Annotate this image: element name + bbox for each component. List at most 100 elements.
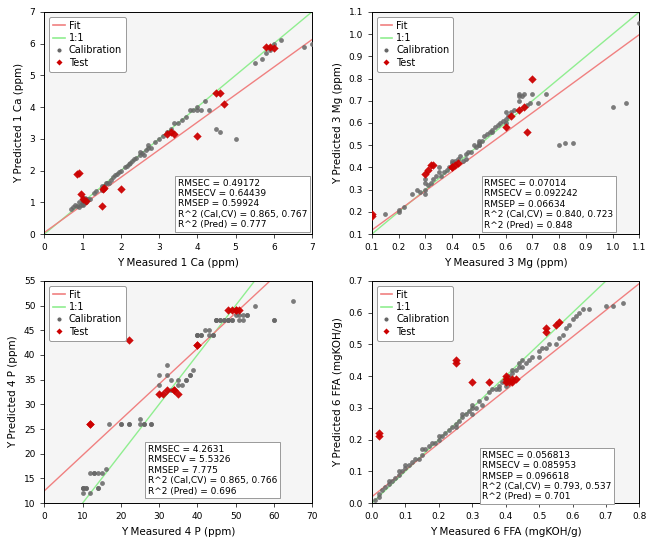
- Point: [500, 107, 511, 116]
- Point: [534, 346, 544, 355]
- Point: [69, 201, 80, 210]
- Point: [231, 311, 241, 320]
- Point: [394, 470, 404, 479]
- Point: [571, 311, 581, 320]
- Point: [215, 88, 225, 97]
- X-axis label: Y Measured 1 Ca (ppm): Y Measured 1 Ca (ppm): [117, 258, 239, 268]
- Point: [269, 316, 279, 325]
- Point: [215, 316, 225, 325]
- Point: [431, 172, 441, 180]
- Point: [407, 190, 417, 198]
- Point: [234, 311, 244, 320]
- Point: [367, 210, 377, 219]
- Point: [540, 343, 551, 352]
- Point: [261, 49, 271, 57]
- Point: [468, 141, 479, 149]
- Point: [510, 375, 521, 384]
- Point: [447, 163, 457, 172]
- Point: [454, 416, 464, 425]
- Point: [169, 385, 179, 394]
- Point: [383, 476, 394, 485]
- Point: [474, 138, 484, 147]
- Point: [77, 489, 88, 498]
- Point: [527, 74, 538, 83]
- Point: [196, 331, 206, 340]
- Point: [89, 469, 100, 478]
- Point: [514, 362, 524, 371]
- Point: [154, 390, 164, 399]
- Point: [123, 160, 134, 168]
- Point: [85, 469, 96, 478]
- Point: [81, 195, 92, 203]
- Point: [215, 316, 225, 325]
- Point: [169, 385, 179, 394]
- Point: [238, 311, 248, 320]
- Point: [185, 371, 195, 379]
- Point: [137, 149, 147, 158]
- Point: [426, 179, 436, 187]
- Point: [211, 316, 221, 325]
- Point: [434, 432, 444, 441]
- Point: [250, 301, 260, 310]
- Point: [467, 378, 477, 387]
- Point: [400, 464, 411, 473]
- Point: [447, 422, 457, 431]
- Point: [162, 371, 172, 379]
- Point: [485, 128, 495, 136]
- Point: [181, 112, 191, 121]
- Point: [500, 378, 511, 387]
- Point: [494, 382, 504, 390]
- Point: [517, 92, 527, 101]
- Point: [460, 150, 471, 159]
- Point: [173, 119, 183, 128]
- Point: [242, 311, 252, 320]
- Point: [257, 55, 267, 64]
- Point: [81, 198, 92, 207]
- Point: [234, 306, 244, 315]
- Point: [467, 401, 477, 409]
- Point: [400, 461, 411, 469]
- Point: [537, 343, 548, 352]
- Point: [514, 96, 524, 105]
- Point: [104, 420, 115, 428]
- Point: [474, 397, 484, 406]
- Point: [231, 306, 241, 315]
- Point: [455, 152, 466, 161]
- Point: [500, 375, 511, 384]
- Point: [181, 376, 191, 384]
- Point: [410, 455, 421, 463]
- Point: [403, 461, 414, 469]
- Point: [96, 182, 107, 191]
- Point: [504, 372, 514, 380]
- Point: [373, 489, 384, 498]
- Point: [79, 193, 90, 202]
- Point: [471, 143, 481, 152]
- Point: [169, 119, 179, 128]
- Point: [98, 184, 109, 192]
- Point: [250, 58, 260, 67]
- Point: [93, 469, 103, 478]
- Point: [399, 203, 409, 212]
- Point: [373, 492, 384, 501]
- Point: [458, 156, 468, 165]
- Point: [517, 356, 528, 365]
- Point: [219, 316, 229, 325]
- Point: [377, 486, 387, 495]
- Point: [474, 141, 484, 149]
- Point: [192, 341, 202, 349]
- Point: [474, 141, 484, 149]
- Point: [551, 340, 561, 349]
- Point: [269, 39, 279, 48]
- Point: [276, 36, 287, 45]
- Point: [428, 161, 439, 169]
- Point: [449, 161, 460, 169]
- Point: [211, 88, 221, 97]
- Point: [420, 174, 430, 183]
- Point: [116, 166, 126, 175]
- Point: [500, 382, 511, 390]
- Point: [567, 138, 578, 147]
- Point: [77, 196, 88, 205]
- Point: [121, 161, 132, 170]
- Point: [481, 130, 492, 138]
- Point: [100, 179, 111, 187]
